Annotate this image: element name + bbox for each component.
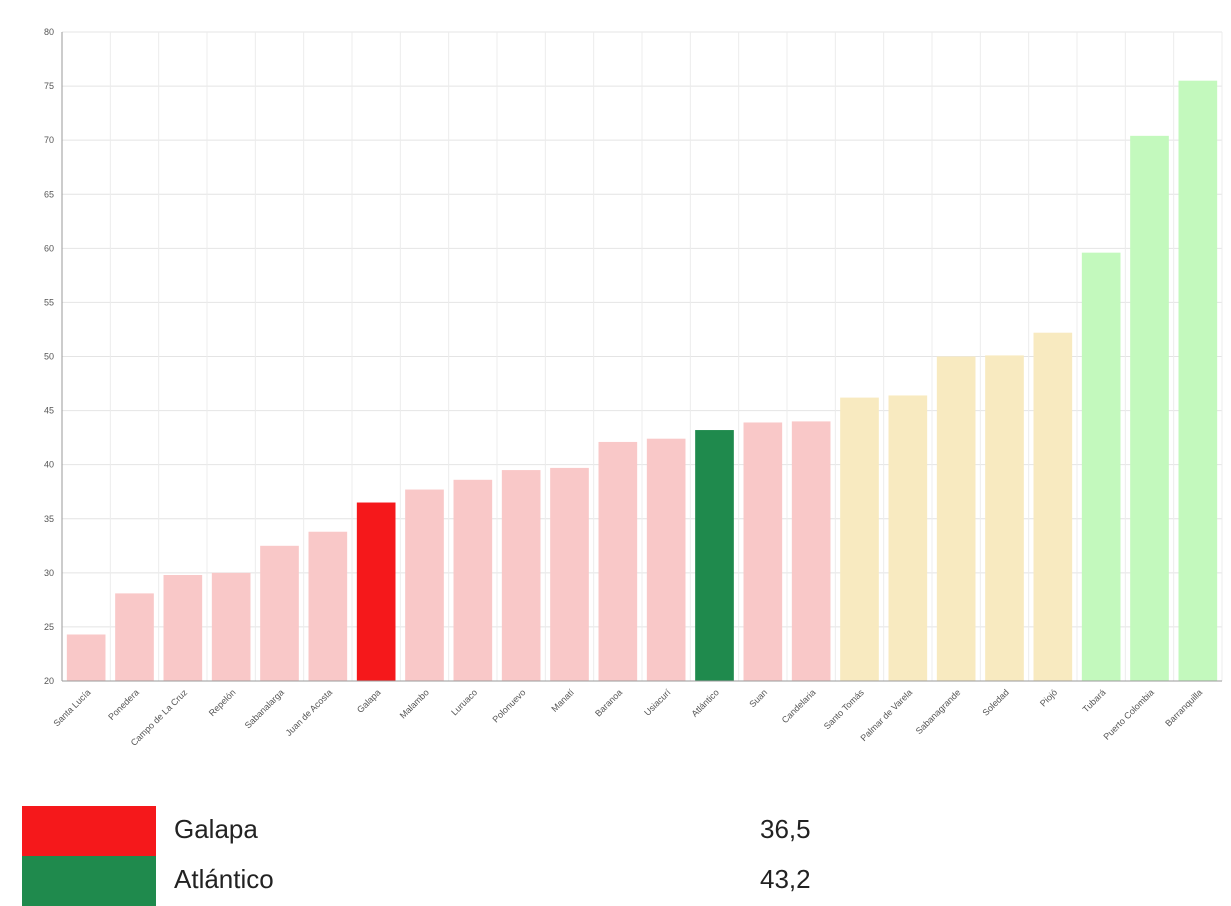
bar: [598, 441, 638, 681]
bar: [1130, 135, 1169, 682]
x-tick-label: Barranquilla: [1163, 687, 1204, 728]
bar: [985, 355, 1024, 681]
legend-value: 43,2: [760, 864, 811, 894]
bar: [453, 479, 493, 681]
bar: [1178, 80, 1218, 682]
legend-value: 36,5: [760, 814, 811, 844]
y-tick-label: 65: [44, 189, 54, 199]
bar: [1081, 252, 1121, 681]
x-tick-label: Piojó: [1038, 687, 1059, 708]
legend-swatch: [22, 806, 156, 856]
y-tick-label: 30: [44, 568, 54, 578]
bar: [743, 422, 783, 681]
legend-item-atlantico: Atlántico 43,2: [22, 856, 1222, 906]
x-tick-label: Santa Lucía: [52, 687, 93, 728]
x-tick-label: Luruaco: [449, 687, 479, 717]
y-tick-label: 20: [44, 676, 54, 686]
x-tick-label: Juan de Acosta: [284, 687, 335, 738]
bar: [260, 545, 299, 681]
bars: [66, 80, 1218, 682]
legend-label: Atlántico: [174, 864, 274, 894]
bar: [646, 438, 686, 681]
x-tick-label: Polonuevo: [490, 687, 527, 724]
bar: [1033, 332, 1073, 681]
x-tick-label: Ponedera: [106, 687, 141, 722]
legend-item-galapa: Galapa 36,5: [22, 806, 1222, 856]
legend: Galapa 36,5 Atlántico 43,2: [22, 806, 1222, 906]
bar: [308, 531, 348, 681]
legend-label: Galapa: [174, 814, 258, 844]
bar: [695, 430, 734, 681]
x-tick-label: Galapa: [355, 687, 383, 715]
bar: [211, 572, 251, 681]
bar-chart: 20 25 30 35 40 45 50 55 60 65 70 75 80 Santa Lucía Po…: [44, 27, 1223, 748]
y-axis: 20 25 30 35 40 45 50 55 60 65 70 75 80: [44, 27, 63, 686]
y-tick-label: 55: [44, 297, 54, 307]
x-tick-label: Repelón: [207, 687, 238, 718]
x-tick-label: Tubará: [1081, 687, 1108, 714]
x-tick-label: Sabanagrande: [914, 687, 963, 736]
bar: [66, 634, 106, 681]
x-tick-label: Santo Tomás: [822, 687, 866, 731]
x-tick-label: Soledad: [980, 687, 1010, 717]
x-tick-label: Atlántico: [689, 687, 720, 718]
x-tick-label: Malambo: [398, 687, 431, 720]
x-tick-label: Puerto Colombia: [1101, 687, 1155, 741]
bar: [501, 470, 541, 681]
bar: [163, 574, 203, 681]
x-tick-label: Palmar de Varela: [858, 687, 914, 743]
bar: [888, 395, 928, 681]
bar: [791, 421, 831, 681]
bar: [356, 502, 396, 681]
y-tick-label: 60: [44, 243, 54, 253]
legend-swatch: [22, 856, 156, 906]
y-tick-label: 40: [44, 460, 54, 470]
bar: [115, 593, 154, 681]
bar: [840, 397, 879, 681]
x-tick-label: Baranoa: [593, 687, 624, 718]
x-tick-label: Manatí: [549, 687, 576, 714]
bar: [405, 489, 444, 681]
y-tick-label: 50: [44, 352, 54, 362]
y-tick-label: 80: [44, 27, 54, 37]
x-tick-label: Candelaria: [780, 687, 818, 725]
y-tick-label: 25: [44, 622, 54, 632]
x-tick-label: Usiacurí: [642, 687, 673, 718]
x-tick-label: Suan: [747, 687, 769, 709]
x-tick-label: Sabanalarga: [243, 687, 286, 730]
bar: [550, 467, 589, 681]
bar: [936, 356, 976, 681]
y-tick-label: 35: [44, 514, 54, 524]
y-tick-label: 70: [44, 135, 54, 145]
y-tick-label: 45: [44, 406, 54, 416]
y-tick-label: 75: [44, 81, 54, 91]
